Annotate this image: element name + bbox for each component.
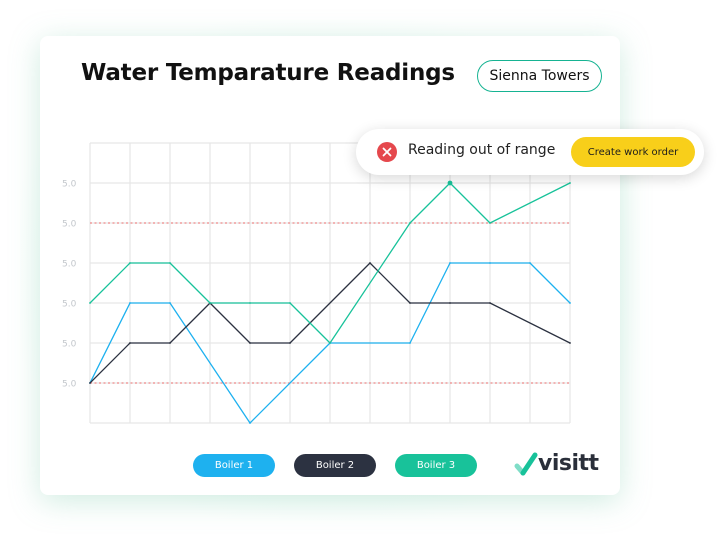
data-point — [169, 302, 171, 304]
brand-logo: visitt — [514, 451, 600, 480]
brand-name: visitt — [538, 451, 599, 476]
legend-boiler-3[interactable]: Boiler 3 — [395, 454, 477, 477]
data-point — [209, 302, 211, 304]
data-point — [369, 262, 371, 264]
check-mark-icon — [514, 452, 538, 476]
data-point — [409, 342, 411, 344]
data-point — [249, 302, 251, 304]
site-badge[interactable]: Sienna Towers — [477, 60, 602, 92]
y-tick-label: 5.0 — [62, 340, 77, 350]
legend-boiler-2[interactable]: Boiler 2 — [294, 454, 376, 477]
data-point — [169, 262, 171, 264]
data-point — [129, 342, 131, 344]
data-point — [289, 342, 291, 344]
data-point — [489, 302, 491, 304]
data-point — [249, 342, 251, 344]
legend-boiler-1[interactable]: Boiler 1 — [193, 454, 275, 477]
data-point — [89, 302, 91, 304]
data-point — [569, 182, 571, 184]
y-tick-label: 5.0 — [62, 380, 77, 390]
data-point — [489, 262, 491, 264]
data-point — [449, 302, 451, 304]
data-point — [129, 302, 131, 304]
page-title: Water Temparature Readings — [81, 60, 455, 86]
data-point — [129, 262, 131, 264]
data-point — [409, 302, 411, 304]
y-tick-label: 5.0 — [62, 300, 77, 310]
data-point — [569, 342, 571, 344]
y-tick-label: 5.0 — [62, 220, 77, 230]
data-point — [289, 302, 291, 304]
data-point — [169, 342, 171, 344]
series-line-boiler-1 — [89, 262, 571, 424]
data-point — [249, 422, 251, 424]
y-tick-label: 5.0 — [62, 180, 77, 190]
out-of-range-alert: Reading out of range Create work order — [356, 129, 704, 175]
close-circle-icon[interactable] — [377, 142, 397, 162]
create-work-order-button[interactable]: Create work order — [571, 137, 695, 167]
data-point — [409, 222, 411, 224]
data-point — [489, 222, 491, 224]
data-point — [529, 262, 531, 264]
out-of-range-point — [447, 180, 453, 186]
data-point — [569, 302, 571, 304]
alert-message: Reading out of range — [408, 142, 556, 158]
data-point — [329, 342, 331, 344]
data-point — [89, 382, 91, 384]
data-point — [449, 262, 451, 264]
y-tick-label: 5.0 — [62, 260, 77, 270]
